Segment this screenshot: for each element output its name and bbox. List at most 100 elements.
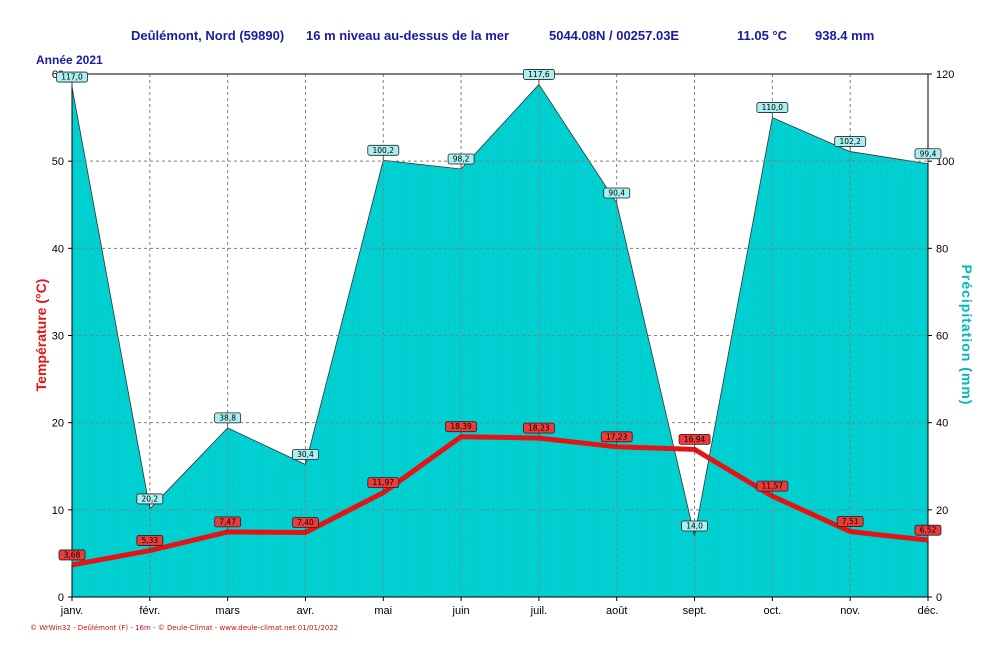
temperature-data-label: 17,23: [600, 431, 633, 447]
precipitation-data-label: 30,4: [292, 449, 319, 465]
right-axis-tick-label: 0: [936, 592, 942, 604]
x-axis-tick-label: déc.: [918, 605, 939, 617]
temperature-data-label: 18,23: [523, 422, 555, 439]
left-axis-tick-label: 40: [52, 243, 64, 255]
x-axis-tick-label: sept.: [683, 605, 707, 617]
label-text: 30,4: [297, 450, 314, 459]
label-box: [756, 102, 789, 113]
label-box: [681, 520, 708, 532]
temperature-data-label: 5,33: [136, 535, 164, 551]
temperature-data-label: 7,51: [836, 516, 864, 532]
label-box: [136, 493, 164, 505]
footer-credits: © WrWin32 - Deûlémont (F) - 16m - © Deul…: [30, 624, 339, 632]
label-text: 7,40: [297, 518, 314, 527]
label-box: [214, 412, 242, 424]
temperature-data-label: 11,97: [367, 477, 400, 493]
label-text: 18,39: [450, 422, 472, 431]
x-axis-tick-label: avr.: [297, 605, 315, 617]
right-axis-tick-label: 40: [936, 418, 948, 430]
x-axis-tick-label: mai: [374, 605, 392, 617]
label-box: [214, 516, 242, 528]
temperature-line: [71, 434, 929, 568]
label-text: 99,4: [920, 149, 937, 158]
precipitation-outline: [71, 83, 929, 537]
grid-lines: [72, 74, 928, 597]
label-text: 98,2: [453, 155, 470, 164]
label-text: 7,51: [842, 517, 859, 526]
temperature-data-label: 18,39: [445, 421, 477, 437]
left-axis-tick-label: 50: [52, 156, 64, 168]
label-box: [445, 421, 477, 433]
label-box: [56, 71, 88, 83]
label-box: [523, 69, 555, 80]
label-text: 18,23: [528, 424, 550, 433]
right-axis-tick-label: 60: [936, 331, 948, 343]
label-box: [367, 144, 400, 156]
label-text: 14,0: [686, 521, 703, 530]
x-axis-tick-label: févr.: [139, 605, 160, 617]
left-axis-tick-label: 0: [58, 592, 64, 604]
label-box: [600, 431, 633, 443]
total-precipitation: 938.4 mm: [815, 28, 875, 43]
label-box: [836, 516, 864, 527]
precipitation-data-label: 102,2: [834, 136, 867, 152]
precipitation-data-label: 98,2: [447, 153, 475, 170]
label-text: 7,47: [219, 517, 236, 526]
coordinates-text: 5044.08N / 00257.03E: [549, 28, 680, 43]
temperature-data-label: 7,40: [292, 517, 319, 533]
label-text: 20,2: [141, 494, 158, 503]
label-text: 90,4: [608, 189, 625, 198]
temperature-data-label: 7,47: [214, 516, 242, 532]
label-box: [292, 449, 319, 460]
x-axis-tick-label: juil.: [530, 605, 548, 617]
right-axis-title: Précipitation (mm): [959, 265, 975, 406]
left-axis-title: Température (°C): [33, 279, 49, 392]
right-axis-tick-label: 120: [936, 69, 954, 81]
label-text: 17,23: [606, 432, 628, 441]
x-axis-tick-label: oct.: [763, 605, 781, 617]
label-text: 3,68: [64, 550, 81, 559]
x-axis-tick-label: août: [606, 605, 627, 617]
label-text: 16,94: [684, 435, 706, 444]
x-axis-tick-label: janv.: [60, 605, 83, 617]
label-box: [678, 433, 711, 445]
altitude-text: 16 m niveau au-dessus de la mer: [306, 28, 510, 43]
label-box: [136, 535, 164, 546]
right-axis-tick-label: 20: [936, 505, 948, 517]
label-box: [914, 148, 942, 160]
right-axis-tick-label: 100: [936, 156, 954, 168]
chart-header: Deûlémont, Nord (59890) 16 m niveau au-d…: [0, 28, 1007, 46]
label-text: 100,2: [373, 146, 395, 155]
x-axis-tick-label: nov.: [840, 605, 860, 617]
label-text: 11,57: [762, 482, 784, 491]
right-axis-tick-label: 80: [936, 243, 948, 255]
label-text: 5,33: [141, 536, 158, 545]
station-name: Deûlémont, Nord (59890): [131, 28, 285, 43]
label-text: 117,0: [61, 73, 83, 82]
precipitation-data-label: 90,4: [603, 187, 631, 204]
x-axis-tick-label: juin: [452, 605, 470, 617]
temperature-data-label: 16,94: [678, 433, 711, 450]
label-box: [603, 187, 631, 199]
precipitation-data-label: 99,4: [914, 148, 942, 164]
left-axis-tick-label: 20: [52, 418, 64, 430]
precipitation-hatch: [73, 85, 927, 597]
label-text: 11,97: [373, 478, 395, 487]
temperature-data-label: 3,68: [58, 549, 86, 565]
label-text: 102,2: [839, 137, 861, 146]
label-text: 117,6: [528, 70, 550, 79]
precipitation-data-label: 100,2: [367, 144, 400, 161]
x-axis-tick-label: mars: [215, 605, 240, 617]
label-box: [367, 477, 400, 489]
left-axis-tick-label: 10: [52, 505, 64, 517]
label-box: [523, 422, 555, 434]
precipitation-data-label: 38,8: [214, 412, 242, 428]
precipitation-data-label: 117,6: [523, 69, 555, 85]
precipitation-data-label: 20,2: [136, 493, 164, 509]
precipitation-data-label: 110,0: [756, 102, 789, 118]
label-box: [914, 524, 942, 536]
mean-temperature: 11.05 °C: [737, 28, 788, 43]
precipitation-data-label: 117,0: [56, 71, 88, 88]
left-axis-tick-label: 30: [52, 331, 64, 343]
